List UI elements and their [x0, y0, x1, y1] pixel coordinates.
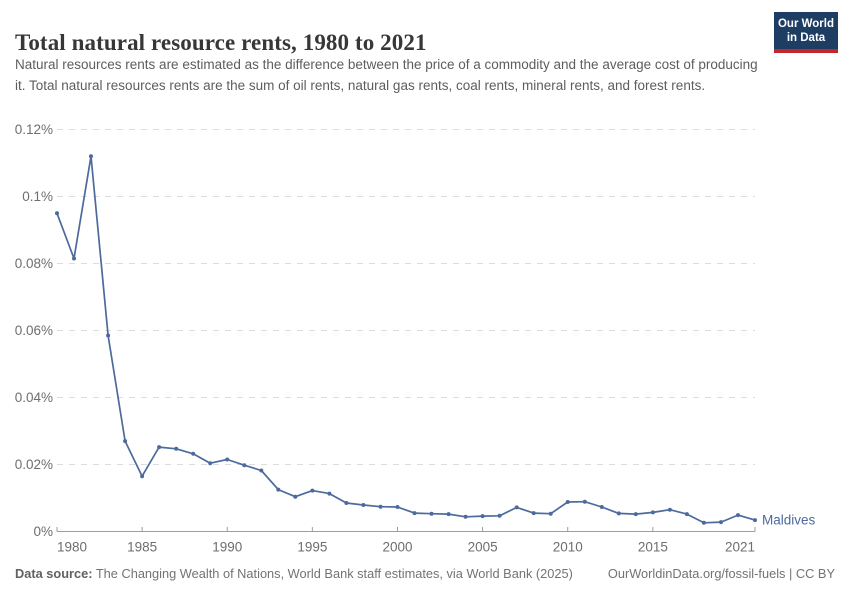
data-point-marker[interactable] — [174, 446, 179, 451]
data-point-marker[interactable] — [242, 463, 247, 468]
x-axis-tick-label: 2010 — [553, 540, 583, 555]
data-source-label: Data source: — [15, 566, 93, 581]
data-point-marker[interactable] — [514, 505, 519, 510]
x-axis-tick-label: 2000 — [382, 540, 412, 555]
data-point-marker[interactable] — [582, 499, 587, 504]
chart-subtitle: Natural resources rents are estimated as… — [15, 57, 758, 93]
data-point-marker[interactable] — [548, 511, 553, 516]
owid-logo-line1: Our World — [777, 18, 834, 30]
data-point-marker[interactable] — [497, 513, 502, 518]
data-point-marker[interactable] — [259, 468, 264, 473]
data-point-marker[interactable] — [106, 333, 111, 338]
page-title: Total natural resource rents, 1980 to 20… — [15, 30, 427, 56]
data-point-marker[interactable] — [599, 505, 604, 509]
data-point-marker[interactable] — [378, 504, 383, 509]
data-point-marker[interactable] — [616, 511, 621, 516]
data-point-marker[interactable] — [446, 512, 451, 517]
data-point-marker[interactable] — [480, 514, 485, 519]
x-axis-tick-label: 2015 — [638, 540, 668, 555]
data-point-marker[interactable] — [633, 512, 638, 517]
data-point-marker[interactable] — [293, 494, 298, 499]
footer-right: OurWorldinData.org/fossil-fuels | CC BY — [608, 566, 835, 581]
data-point-marker[interactable] — [89, 154, 93, 159]
data-point-marker[interactable] — [719, 520, 723, 525]
license-label: | CC BY — [785, 566, 835, 581]
entity-label[interactable]: Maldives — [762, 513, 816, 528]
data-point-marker[interactable] — [276, 487, 281, 492]
data-point-marker[interactable] — [736, 513, 740, 518]
y-axis-tick-label: 0.02% — [15, 457, 53, 472]
data-point-marker[interactable] — [344, 501, 349, 505]
data-point-marker[interactable] — [310, 488, 315, 493]
x-axis-tick-label: 1985 — [127, 540, 157, 555]
y-axis-tick-label: 0.06% — [15, 323, 53, 338]
chart-footer: Data source: The Changing Wealth of Nati… — [15, 566, 835, 581]
data-point-marker[interactable] — [140, 474, 145, 479]
data-point-marker[interactable] — [753, 518, 757, 523]
owid-url-link[interactable]: OurWorldinData.org/fossil-fuels — [607, 566, 786, 581]
y-axis-tick-label: 0.04% — [15, 390, 53, 405]
y-axis-tick-label: 0.12% — [15, 122, 53, 137]
data-point-marker[interactable] — [55, 211, 59, 216]
y-axis-tick-label: 0% — [33, 524, 53, 539]
data-source-note: Data source: The Changing Wealth of Nati… — [15, 566, 573, 581]
x-axis-tick-label: 1990 — [212, 540, 242, 555]
data-source-text: The Changing Wealth of Nations, World Ba… — [92, 566, 573, 581]
data-point-marker[interactable] — [684, 512, 689, 517]
y-axis-tick-label: 0.1% — [22, 189, 53, 204]
data-point-marker[interactable] — [565, 500, 570, 504]
data-point-marker[interactable] — [650, 510, 655, 515]
owid-logo-line2: in Data — [786, 32, 826, 44]
data-series-line[interactable] — [56, 155, 756, 524]
x-axis-tick-label: 2021 — [725, 540, 755, 555]
data-point-marker[interactable] — [395, 505, 400, 509]
data-point-marker[interactable] — [361, 503, 366, 507]
owid-logo[interactable]: Our World in Data — [774, 12, 838, 53]
data-point-marker[interactable] — [327, 491, 332, 496]
data-point-marker[interactable] — [412, 511, 417, 516]
data-point-marker[interactable] — [157, 445, 162, 450]
data-point-marker[interactable] — [225, 457, 230, 462]
data-point-marker[interactable] — [191, 451, 196, 456]
x-axis-tick-label: 2005 — [468, 540, 498, 555]
data-point-marker[interactable] — [429, 511, 434, 516]
data-point-marker[interactable] — [208, 461, 213, 466]
data-point-marker[interactable] — [72, 256, 76, 261]
x-axis-tick-label: 1980 — [57, 540, 87, 555]
data-point-marker[interactable] — [463, 514, 468, 519]
y-axis-tick-label: 0.08% — [15, 256, 53, 271]
data-point-marker[interactable] — [531, 511, 536, 516]
data-point-marker[interactable] — [701, 520, 706, 525]
data-point-marker[interactable] — [123, 439, 128, 444]
x-axis-tick-label: 1995 — [297, 540, 327, 555]
data-point-marker[interactable] — [667, 507, 672, 512]
